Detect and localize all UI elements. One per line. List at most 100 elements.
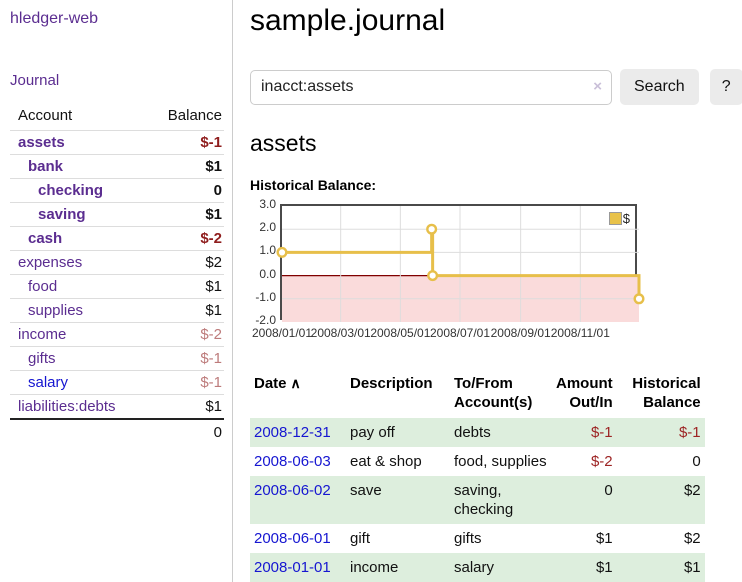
account-row-food: food $1 <box>10 274 224 299</box>
register-col-amount: Amount Out/In <box>552 372 617 418</box>
x-tick-label: 2008/11/01 <box>550 326 610 340</box>
y-tick-label: -1.0 <box>255 289 276 304</box>
account-balance: $-1 <box>143 346 224 371</box>
account-link-income[interactable]: income <box>18 326 67 343</box>
transaction-amount: $-1 <box>552 418 617 447</box>
register-header-row: Date ∧ Description To/From Account(s) Amo… <box>250 372 705 418</box>
register-col-balance: Historical Balance <box>617 372 705 418</box>
accounts-total-value: 0 <box>143 418 224 445</box>
col-accounts-label-2: Account(s) <box>454 394 533 411</box>
account-link-food[interactable]: food <box>28 278 58 295</box>
register-table: Date ∧ Description To/From Account(s) Amo… <box>250 372 705 582</box>
account-balance: 0 <box>143 178 224 203</box>
chart-legend: $ <box>608 211 630 226</box>
legend-swatch-icon <box>608 212 622 225</box>
account-row-expenses: expenses $2 <box>10 250 224 275</box>
register-col-date[interactable]: Date ∧ <box>250 372 346 418</box>
account-link-gifts[interactable]: gifts <box>28 350 56 367</box>
search-row: × Search ? <box>250 69 742 105</box>
accounts-total-row: 0 <box>10 418 224 445</box>
app-title-link[interactable]: hledger-web <box>10 10 99 27</box>
col-amount-label-2: Out/In <box>569 394 613 411</box>
account-balance: $1 <box>143 154 224 179</box>
account-link-liabilities-debts[interactable]: liabilities:debts <box>18 398 116 415</box>
account-link-checking[interactable]: checking <box>38 182 104 199</box>
clear-search-icon[interactable]: × <box>593 77 602 95</box>
y-tick-label: 3.0 <box>259 197 276 211</box>
transaction-accounts: debts <box>450 418 552 447</box>
x-tick-label: 2008/01/01 <box>251 326 313 340</box>
page-title: sample.journal <box>250 4 446 37</box>
account-row-cash: cash $-2 <box>10 226 224 251</box>
account-balance: $-1 <box>143 130 224 155</box>
account-balance: $1 <box>143 202 224 227</box>
transaction-date-link[interactable]: 2008-01-01 <box>254 559 331 576</box>
y-tick-label: -2.0 <box>255 313 276 327</box>
account-link-saving[interactable]: saving <box>38 206 86 223</box>
sidebar-item-journal[interactable]: Journal <box>10 72 60 89</box>
y-tick-label: 2.0 <box>259 220 276 235</box>
transaction-amount: $1 <box>552 553 617 582</box>
help-button[interactable]: ? <box>709 69 742 105</box>
account-row-gifts: gifts $-1 <box>10 346 224 371</box>
account-row-saving: saving $1 <box>10 202 224 227</box>
search-button[interactable]: Search <box>620 69 699 105</box>
historical-balance-chart: 3.0 2.0 1.0 0.0 -1.0 -2.0 $ 2008/01/01 2008/03… <box>250 197 670 350</box>
col-balance-label-1: Historical <box>632 375 701 392</box>
transaction-date-link[interactable]: 2008-06-03 <box>254 453 331 470</box>
register-row: 2008-06-01 gift gifts $1 $2 <box>250 524 705 553</box>
chart-canvas <box>276 206 645 322</box>
account-link-supplies[interactable]: supplies <box>28 302 84 319</box>
main-panel: sample.journal × Search ? assets Histori… <box>233 0 742 582</box>
account-balance: $2 <box>143 250 224 275</box>
x-tick-label: 2008/05/01 <box>370 326 431 340</box>
transaction-accounts: gifts <box>454 530 482 547</box>
transaction-description: income <box>346 553 450 582</box>
transaction-description: pay off <box>346 418 450 447</box>
account-link-assets[interactable]: assets <box>18 134 65 151</box>
register-row: 2008-01-01 income salary $1 $1 <box>250 553 705 582</box>
legend-label: $ <box>622 211 630 226</box>
transaction-description: eat & shop <box>350 453 422 470</box>
transaction-balance: $2 <box>683 530 701 547</box>
account-row-salary: salary $-1 <box>10 370 224 395</box>
transaction-balance: $1 <box>616 553 705 582</box>
account-link-salary[interactable]: salary <box>28 374 69 391</box>
account-link-bank[interactable]: bank <box>28 158 64 175</box>
account-link-cash[interactable]: cash <box>28 230 63 247</box>
transaction-date-link[interactable]: 2008-12-31 <box>254 424 331 441</box>
transaction-balance: $2 <box>616 476 705 524</box>
register-row: 2008-06-02 save saving, checking 0 $2 <box>250 476 705 524</box>
account-balance: $1 <box>143 298 224 323</box>
transaction-date-link[interactable]: 2008-06-02 <box>254 482 331 499</box>
register-col-accounts: To/From Account(s) <box>450 372 552 418</box>
account-balance: $1 <box>143 394 224 419</box>
account-row-bank: bank $1 <box>10 154 224 179</box>
y-tick-label: 0.0 <box>259 266 276 281</box>
sort-asc-icon: ∧ <box>290 375 301 391</box>
accounts-col-balance: Balance <box>167 107 222 124</box>
account-balance: $1 <box>143 274 224 299</box>
search-input[interactable] <box>250 69 612 105</box>
transaction-balance: 0 <box>692 453 701 470</box>
account-link-expenses[interactable]: expenses <box>18 254 83 271</box>
account-heading: assets <box>250 130 317 156</box>
sidebar: hledger-web Journal Account Balance asse… <box>0 0 233 582</box>
transaction-amount: $1 <box>595 530 613 547</box>
transaction-accounts: salary <box>450 553 552 582</box>
transaction-date-link[interactable]: 2008-06-01 <box>254 530 331 547</box>
account-row-liabilities-debts: liabilities:debts $1 <box>10 394 224 419</box>
transaction-accounts: saving, checking <box>450 476 552 524</box>
account-row-supplies: supplies $1 <box>10 298 224 323</box>
register-row: 2008-06-03 eat & shop food, supplies $-2… <box>250 447 705 476</box>
account-balance: $-1 <box>143 370 224 395</box>
y-tick-label: 1.0 <box>259 243 276 258</box>
x-tick-label: 2008/07/01 <box>429 326 491 340</box>
col-amount-label-1: Amount <box>556 375 613 392</box>
transaction-amount: 0 <box>552 476 617 524</box>
account-row-income: income $-2 <box>10 322 224 347</box>
account-row-assets: assets $-1 <box>10 130 224 155</box>
transaction-balance: $-1 <box>616 418 705 447</box>
account-row-checking: checking 0 <box>10 178 224 203</box>
